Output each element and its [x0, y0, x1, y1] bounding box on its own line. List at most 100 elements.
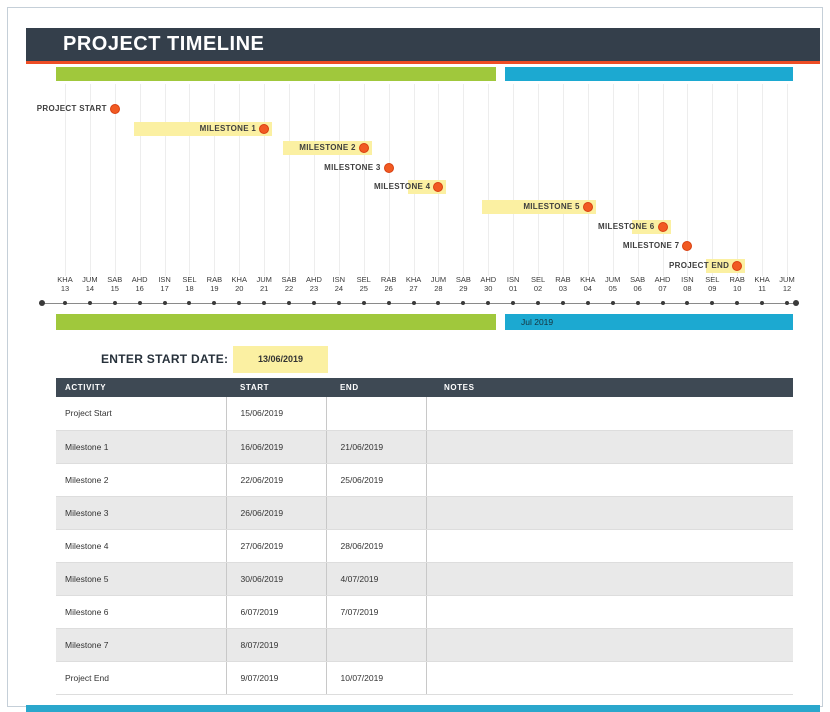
notes-cell[interactable]	[426, 463, 793, 497]
start-cell[interactable]: 16/06/2019	[226, 430, 327, 464]
start-cell[interactable]: 6/07/2019	[226, 595, 327, 629]
footer-accent-bar	[26, 705, 820, 712]
milestone-label: MILESTONE 2	[299, 143, 356, 153]
header-end: END	[326, 378, 426, 397]
notes-cell[interactable]	[426, 562, 793, 596]
activity-cell[interactable]: Project Start	[56, 397, 227, 431]
gridline	[363, 84, 365, 276]
activity-cell[interactable]: Project End	[56, 661, 227, 695]
activity-cell[interactable]: Milestone 4	[56, 529, 227, 563]
gridline	[488, 84, 490, 276]
axis-dot	[87, 301, 92, 305]
gridline	[338, 84, 340, 276]
start-cell[interactable]: 30/06/2019	[226, 562, 327, 596]
axis-dot	[112, 301, 117, 305]
notes-cell[interactable]	[426, 628, 793, 662]
axis-dot	[162, 301, 167, 305]
axis-dot	[660, 301, 665, 305]
end-cell[interactable]: 10/07/2019	[326, 661, 427, 695]
axis-dot	[336, 301, 341, 305]
table-row: Milestone 7 8/07/2019	[56, 628, 793, 662]
start-cell[interactable]: 9/07/2019	[226, 661, 327, 695]
table-row: Milestone 6 6/07/2019 7/07/2019	[56, 595, 793, 629]
gridline	[189, 84, 191, 276]
gridline	[438, 84, 440, 276]
axis-dot	[461, 301, 466, 305]
end-cell[interactable]: 28/06/2019	[326, 529, 427, 563]
start-cell[interactable]: 27/06/2019	[226, 529, 327, 563]
axis-tick-label: RAB 10	[729, 275, 745, 293]
start-cell[interactable]: 8/07/2019	[226, 628, 327, 662]
activity-cell[interactable]: Milestone 3	[56, 496, 227, 530]
month-label: Jul 2019	[521, 317, 554, 327]
activity-cell[interactable]: Milestone 6	[56, 595, 227, 629]
end-cell[interactable]	[326, 628, 427, 662]
activity-cell[interactable]: Milestone 2	[56, 463, 227, 497]
start-cell[interactable]: 22/06/2019	[226, 463, 327, 497]
notes-cell[interactable]	[426, 496, 793, 530]
page-title: PROJECT TIMELINE	[63, 33, 265, 55]
table-row: Milestone 2 22/06/2019 25/06/2019	[56, 463, 793, 497]
start-cell[interactable]: 15/06/2019	[226, 397, 327, 431]
notes-cell[interactable]	[426, 661, 793, 695]
axis-tick-label: SAB 22	[281, 275, 297, 293]
milestone-label: MILESTONE 5	[523, 202, 580, 211]
gridline	[164, 84, 166, 276]
milestone-label: MILESTONE 7	[622, 241, 680, 251]
milestone-marker-dot	[383, 162, 394, 173]
gridline	[587, 84, 589, 276]
end-cell[interactable]: 25/06/2019	[326, 463, 427, 497]
month-band-july-top	[505, 67, 793, 81]
start-cell[interactable]: 26/06/2019	[226, 496, 327, 530]
gridline	[538, 84, 540, 276]
axis-dot	[287, 301, 292, 305]
axis-tick-label: JUM 05	[605, 275, 621, 293]
start-date-input-cell[interactable]: 13/06/2019	[233, 346, 328, 373]
milestone-duration-bar	[133, 121, 273, 136]
title-bar: PROJECT TIMELINE	[26, 28, 820, 61]
axis-tick-label: SEL 09	[705, 275, 720, 293]
gridline	[214, 84, 216, 276]
milestone-label: PROJECT END	[669, 260, 730, 270]
milestone-marker-dot	[358, 143, 369, 154]
axis-dot	[610, 301, 615, 305]
milestone-label: MILESTONE 4	[373, 182, 431, 192]
gridline	[239, 84, 241, 276]
milestone-marker-dot	[682, 241, 693, 252]
milestone-marker-dot	[657, 221, 668, 232]
notes-cell[interactable]	[426, 430, 793, 464]
axis-dot	[560, 301, 565, 305]
header-activity: ACTIVITY	[56, 378, 226, 397]
table-row: Project Start 15/06/2019	[56, 397, 793, 431]
axis-tick-label: KHA 13	[57, 275, 73, 293]
gridline	[463, 84, 465, 276]
axis-tick-label: ISN 17	[158, 275, 171, 293]
axis-tick-label: ISN 08	[681, 275, 694, 293]
activity-cell[interactable]: Milestone 5	[56, 562, 227, 596]
notes-cell[interactable]	[426, 397, 793, 431]
end-cell[interactable]: 21/06/2019	[326, 430, 427, 464]
gridline	[612, 84, 614, 276]
activity-cell[interactable]: Milestone 7	[56, 628, 227, 662]
notes-cell[interactable]	[426, 595, 793, 629]
axis-end-dot	[39, 300, 45, 306]
gridline	[264, 84, 266, 276]
axis-tick-label: SEL 02	[530, 275, 546, 293]
axis-tick-label: RAB 03	[555, 275, 571, 293]
end-cell[interactable]: 7/07/2019	[326, 595, 427, 629]
milestone-duration-bar	[283, 141, 372, 156]
activity-cell[interactable]: Milestone 1	[56, 430, 227, 464]
end-cell[interactable]: 4/07/2019	[326, 562, 427, 596]
notes-cell[interactable]	[426, 529, 793, 563]
axis-dot	[237, 301, 242, 305]
axis-dot	[710, 301, 715, 305]
axis-dot	[137, 301, 142, 305]
end-cell[interactable]	[326, 397, 427, 431]
axis-dot	[585, 301, 590, 305]
gridline	[762, 84, 764, 276]
milestone-marker-dot	[109, 104, 120, 114]
end-cell[interactable]	[326, 496, 427, 530]
axis-dot	[187, 301, 192, 305]
outer-frame: PROJECT TIMELINE Jul 2019 KHA 13 JUM 14 SAB 1…	[7, 7, 823, 712]
axis-dot	[411, 301, 416, 305]
